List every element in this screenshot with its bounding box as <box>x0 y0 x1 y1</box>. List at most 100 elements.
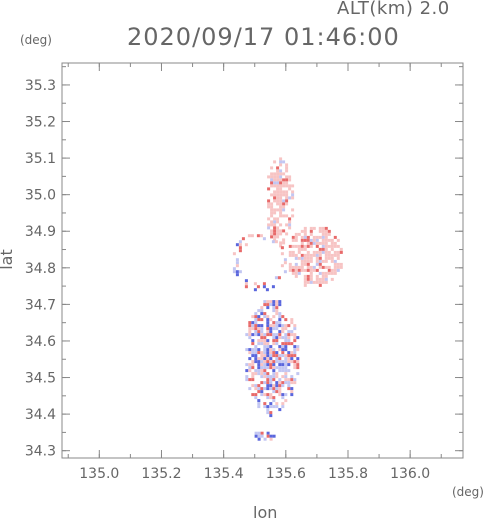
radar-cell <box>327 265 331 269</box>
radar-cell <box>270 223 274 227</box>
radar-cell <box>279 241 283 245</box>
radar-cell <box>238 246 242 250</box>
radar-cell <box>281 345 285 349</box>
radar-cell <box>300 259 304 263</box>
radar-cell <box>254 369 258 373</box>
radar-cell <box>315 277 319 281</box>
radar-cell <box>273 178 277 182</box>
radar-cell <box>247 234 251 238</box>
radar-cell <box>257 434 261 438</box>
radar-cell <box>272 306 276 310</box>
radar-cell <box>278 360 282 364</box>
radar-cell <box>333 250 337 254</box>
radar-cell <box>267 223 271 227</box>
radar-cell <box>273 235 277 239</box>
radar-cell <box>262 285 266 289</box>
radar-cell <box>276 190 280 194</box>
radar-cell <box>257 351 261 355</box>
radar-cell <box>285 169 289 173</box>
radar-cell <box>315 253 319 257</box>
radar-cell <box>291 268 295 272</box>
radar-cell <box>300 229 304 233</box>
radar-cell <box>285 175 289 179</box>
radar-cell <box>260 324 264 328</box>
radar-cell <box>309 259 313 263</box>
radar-cell <box>287 357 291 361</box>
radar-cell <box>315 235 319 239</box>
radar-cell <box>273 190 277 194</box>
radar-cell <box>281 330 285 334</box>
radar-cell <box>269 300 273 304</box>
radar-cell <box>245 375 249 379</box>
radar-cell <box>297 268 301 272</box>
radar-cell <box>321 274 325 278</box>
y-tick-label: 34.5 <box>25 371 56 387</box>
radar-cell <box>293 354 297 358</box>
radar-cell <box>257 363 261 367</box>
radar-cell <box>260 369 264 373</box>
radar-cell <box>279 193 283 197</box>
radar-cell <box>282 202 286 206</box>
radar-cell <box>260 434 264 438</box>
radar-cell <box>272 324 276 328</box>
radar-cell <box>254 330 258 334</box>
radar-cell <box>296 357 300 361</box>
radar-cell <box>257 333 261 337</box>
radar-cell <box>284 345 288 349</box>
radar-cell <box>285 184 289 188</box>
radar-cell <box>324 247 328 251</box>
radar-cell <box>275 375 279 379</box>
radar-cell <box>245 333 249 337</box>
radar-cell <box>263 381 267 385</box>
radar-cell <box>291 238 295 242</box>
radar-cell <box>272 405 276 409</box>
radar-cell <box>278 363 282 367</box>
radar-cell <box>272 342 276 346</box>
radar-cell <box>287 339 291 343</box>
radar-cell <box>324 229 328 233</box>
radar-cell <box>270 166 274 170</box>
radar-cell <box>287 336 291 340</box>
radar-cell <box>294 244 298 248</box>
radar-cell <box>294 256 298 260</box>
radar-cell <box>303 262 307 266</box>
radar-cell <box>306 277 310 281</box>
radar-cell <box>288 196 292 200</box>
radar-cell <box>336 253 340 257</box>
radar-cell <box>296 348 300 352</box>
radar-cell <box>312 280 316 284</box>
radar-cell <box>293 360 297 364</box>
radar-cell <box>279 187 283 191</box>
radar-cell <box>275 366 279 370</box>
radar-cell <box>275 312 279 316</box>
radar-cell <box>315 250 319 254</box>
radar-cell <box>327 232 331 236</box>
radar-cell <box>266 339 270 343</box>
radar-cell <box>260 306 264 310</box>
radar-cell <box>263 336 267 340</box>
radar-cell <box>263 333 267 337</box>
radar-cell <box>260 393 264 397</box>
radar-cell <box>275 339 279 343</box>
radar-cell <box>284 372 288 376</box>
radar-cell <box>271 240 275 244</box>
radar-cell <box>297 271 301 275</box>
radar-cell <box>254 434 258 438</box>
radar-cell <box>291 235 295 239</box>
radar-cell <box>284 393 288 397</box>
y-tick-label: 35.1 <box>25 151 56 167</box>
radar-cell <box>279 205 283 209</box>
y-unit-label: (deg) <box>20 33 52 47</box>
radar-cell <box>250 234 254 238</box>
radar-cell <box>260 363 264 367</box>
radar-cell <box>274 240 278 244</box>
radar-cell <box>273 193 277 197</box>
radar-cell <box>235 243 239 247</box>
radar-cell <box>254 351 258 355</box>
radar-cell <box>267 226 271 230</box>
radar-cell <box>279 229 283 233</box>
radar-cell <box>269 345 273 349</box>
radar-cell <box>276 181 280 185</box>
radar-cell <box>315 241 319 245</box>
radar-cell <box>257 399 261 403</box>
